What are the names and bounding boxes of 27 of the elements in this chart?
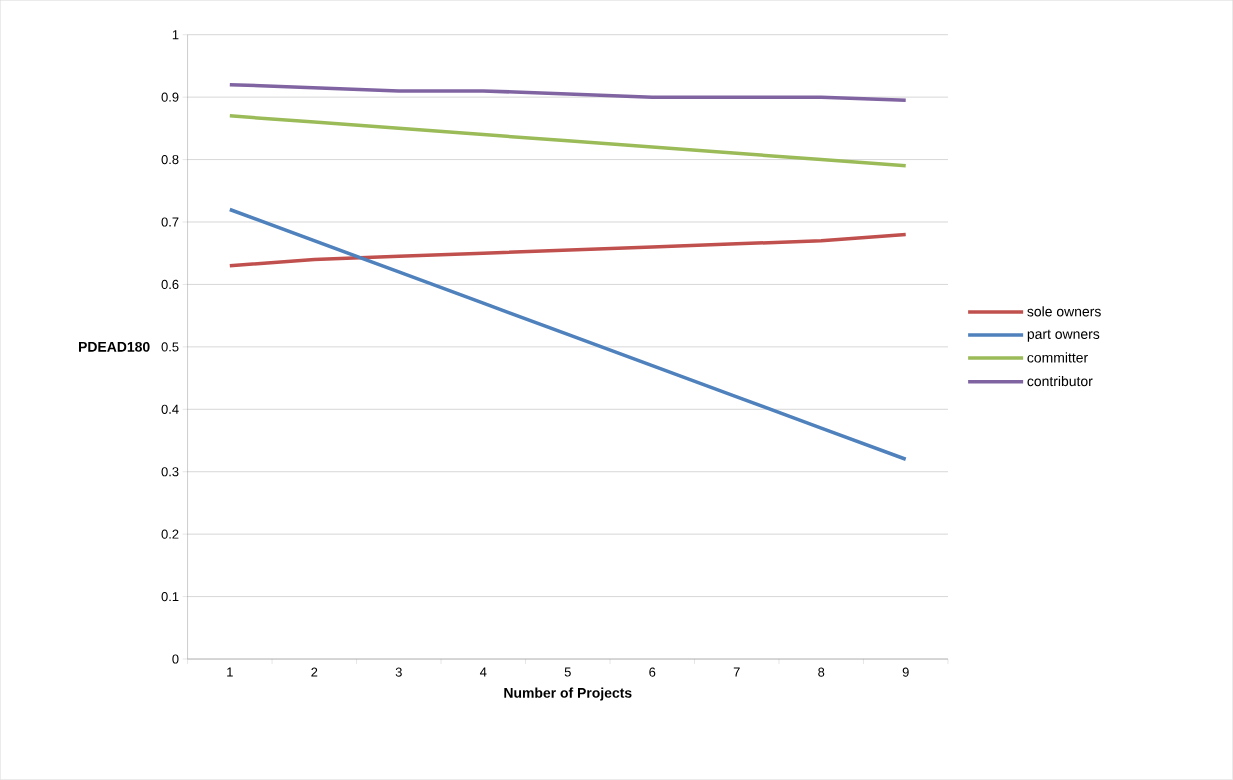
y-tick-label: 1 — [172, 30, 179, 40]
y-axis-title: PDEAD180 — [78, 342, 150, 352]
x-tick-label: 4 — [479, 667, 487, 677]
y-tick-label: 0.5 — [161, 342, 179, 352]
x-tick-label: 1 — [227, 667, 233, 677]
y-tick-label: 0.4 — [161, 404, 179, 414]
x-tick-label: 2 — [311, 667, 318, 677]
y-tick-label: 0.9 — [161, 92, 179, 102]
x-axis-title: Number of Projects — [504, 687, 632, 701]
x-tick-label: 8 — [818, 667, 825, 677]
x-tick-label: 7 — [733, 667, 740, 677]
x-tick-label: 9 — [902, 667, 909, 677]
line-series — [228, 114, 908, 168]
y-tick-label: 0.6 — [161, 279, 179, 290]
y-tick-label: 0.3 — [161, 467, 179, 477]
x-tick-label: 5 — [564, 667, 571, 677]
y-tick-label: 0.2 — [161, 529, 179, 539]
y-tick-label: 0 — [172, 654, 179, 664]
y-tick-label: 0.8 — [161, 155, 179, 165]
x-tick-label: 6 — [649, 667, 656, 677]
x-tick-label: 3 — [395, 667, 402, 677]
legend-label: committer — [1027, 352, 1088, 363]
legend-label: part owners — [1027, 329, 1100, 342]
y-tick-label: 0.7 — [161, 217, 179, 227]
y-tick-label: 0.1 — [161, 592, 179, 602]
legend-label: sole owners — [1027, 306, 1101, 317]
legend-label: contributor — [1027, 376, 1093, 387]
